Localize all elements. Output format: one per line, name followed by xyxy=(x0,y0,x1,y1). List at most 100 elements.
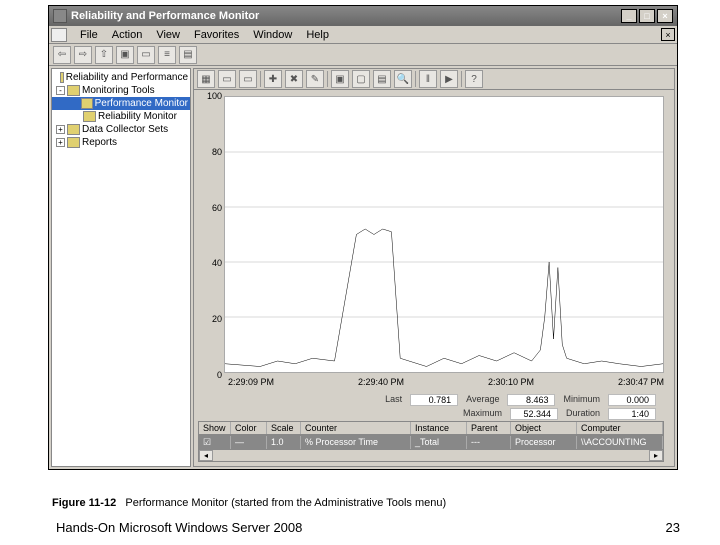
highlight-icon[interactable]: ✎ xyxy=(306,70,324,88)
copy-icon[interactable]: ▭ xyxy=(218,70,236,88)
counter-cell: ☑ xyxy=(199,436,231,449)
tree-label: Reliability and Performance xyxy=(66,72,188,83)
menubar-icon xyxy=(51,28,67,42)
tree-node[interactable]: Reliability and Performance xyxy=(52,71,190,84)
horizontal-scrollbar[interactable]: ◂ ▸ xyxy=(198,450,664,462)
pause-icon[interactable]: ‖ xyxy=(419,70,437,88)
tree-node[interactable]: - Monitoring Tools xyxy=(52,84,190,97)
figure-text: Performance Monitor (started from the Ad… xyxy=(125,497,446,509)
stat-label: Last xyxy=(385,394,402,406)
tree-label: Monitoring Tools xyxy=(82,85,155,96)
chart-toolbar: ▦▭▭✚✖✎▣▢▤🔍‖▶? xyxy=(193,68,675,90)
stat-label: Duration xyxy=(566,408,600,420)
counter-cell: % Processor Time xyxy=(301,436,411,449)
counter-cell: \\ACCOUNTING xyxy=(577,436,663,449)
stat-value: 52.344 xyxy=(510,408,558,420)
stat-value: 1:40 xyxy=(608,408,656,420)
tree-pane[interactable]: Reliability and Performance- Monitoring T… xyxy=(51,68,191,467)
menu-file[interactable]: File xyxy=(73,27,105,43)
menu-help[interactable]: Help xyxy=(299,27,336,43)
close-button[interactable]: × xyxy=(657,9,673,23)
chart-container: 020406080100 2:29:09 PM 2:29:40 PM 2:30:10… xyxy=(193,90,675,467)
list-icon[interactable]: ≡ xyxy=(158,46,176,64)
stats-row2: Maximum 52.344 Duration 1:40 xyxy=(198,407,664,421)
delete-icon[interactable]: ✖ xyxy=(285,70,303,88)
content-area: Reliability and Performance- Monitoring T… xyxy=(49,66,677,469)
x-tick-label: 2:30:10 PM xyxy=(488,377,534,387)
folder-icon xyxy=(67,85,80,96)
menu-view[interactable]: View xyxy=(149,27,187,43)
add-icon[interactable]: ✚ xyxy=(264,70,282,88)
app-icon xyxy=(53,9,67,23)
up-icon[interactable]: ⇧ xyxy=(95,46,113,64)
play-icon[interactable]: ▶ xyxy=(440,70,458,88)
counter-row[interactable]: ☑—1.0% Processor Time_Total---Processor\… xyxy=(198,435,664,450)
minimize-button[interactable]: _ xyxy=(621,9,637,23)
help-icon[interactable]: ? xyxy=(465,70,483,88)
x-tick-label: 2:29:09 PM xyxy=(228,377,274,387)
tree-node[interactable]: + Reports xyxy=(52,136,190,149)
stat-label: Average xyxy=(466,394,499,406)
column-header[interactable]: Counter xyxy=(301,422,411,434)
counter-header: ShowColorScaleCounterInstanceParentObjec… xyxy=(198,421,664,435)
maximize-button[interactable]: □ xyxy=(639,9,655,23)
stat-value: 0.000 xyxy=(608,394,656,406)
footer-book-title: Hands-On Microsoft Windows Server 2008 xyxy=(56,520,302,535)
column-header[interactable]: Computer xyxy=(577,422,663,434)
figure-caption: Figure 11-12 Performance Monitor (starte… xyxy=(52,497,446,509)
x-tick-label: 2:30:47 PM xyxy=(618,377,664,387)
find-icon[interactable]: 🔍 xyxy=(394,70,412,88)
folder-icon xyxy=(67,137,80,148)
expand-toggle[interactable]: - xyxy=(56,86,65,95)
column-header[interactable]: Show xyxy=(199,422,231,434)
tree-label: Performance Monitor xyxy=(95,98,188,109)
stat-value: 8.463 xyxy=(507,394,555,406)
window-icon[interactable]: ▭ xyxy=(137,46,155,64)
forward-icon[interactable]: ⇨ xyxy=(74,46,92,64)
titlebar[interactable]: Reliability and Performance Monitor _ □ … xyxy=(49,6,677,26)
y-axis: 020406080100 xyxy=(198,96,224,375)
tree-icon[interactable]: ▣ xyxy=(116,46,134,64)
main-pane: ▦▭▭✚✖✎▣▢▤🔍‖▶? 020406080100 2:29:09 PM2:2… xyxy=(193,68,675,467)
counter-cell: Processor xyxy=(511,436,577,449)
counter-cell: _Total xyxy=(411,436,467,449)
chart-area[interactable] xyxy=(224,96,664,373)
menu-window[interactable]: Window xyxy=(246,27,299,43)
tree-node[interactable]: Performance Monitor xyxy=(52,97,190,110)
folder-icon xyxy=(67,124,80,135)
tree-label: Reports xyxy=(82,137,117,148)
folder-icon xyxy=(60,72,64,83)
copy2-icon[interactable]: ▣ xyxy=(331,70,349,88)
back-icon[interactable]: ⇦ xyxy=(53,46,71,64)
stat-label: Maximum xyxy=(463,408,502,420)
expand-toggle[interactable]: + xyxy=(56,138,65,147)
mdi-close-button[interactable]: × xyxy=(661,28,675,41)
figure-number: Figure 11-12 xyxy=(52,497,116,509)
tree-node[interactable]: Reliability Monitor xyxy=(52,110,190,123)
scroll-left-button[interactable]: ◂ xyxy=(199,450,213,461)
app-window: Reliability and Performance Monitor _ □ … xyxy=(48,5,678,470)
column-header[interactable]: Parent xyxy=(467,422,511,434)
x-axis-labels: 2:29:09 PM 2:29:40 PM 2:30:10 PM 2:30:47 PM xyxy=(198,375,664,393)
menu-favorites[interactable]: Favorites xyxy=(187,27,246,43)
column-header[interactable]: Color xyxy=(231,422,267,434)
props-icon[interactable]: ▤ xyxy=(373,70,391,88)
window-title: Reliability and Performance Monitor xyxy=(71,10,259,22)
counter-cell: — xyxy=(231,436,267,449)
paste2-icon[interactable]: ▢ xyxy=(352,70,370,88)
paste-icon[interactable]: ▭ xyxy=(239,70,257,88)
column-header[interactable]: Scale xyxy=(267,422,301,434)
folder-icon xyxy=(83,111,96,122)
tree-node[interactable]: +Data Collector Sets xyxy=(52,123,190,136)
expand-toggle[interactable]: + xyxy=(56,125,65,134)
tree-label: Reliability Monitor xyxy=(98,111,177,122)
stat-value: 0.781 xyxy=(410,394,458,406)
view-icon[interactable]: ▦ xyxy=(197,70,215,88)
scroll-right-button[interactable]: ▸ xyxy=(649,450,663,461)
column-header[interactable]: Object xyxy=(511,422,577,434)
props-icon[interactable]: ▤ xyxy=(179,46,197,64)
menu-action[interactable]: Action xyxy=(105,27,150,43)
x-tick-label: 2:29:40 PM xyxy=(358,377,404,387)
menubar: FileActionViewFavoritesWindowHelp × xyxy=(49,26,677,44)
column-header[interactable]: Instance xyxy=(411,422,467,434)
